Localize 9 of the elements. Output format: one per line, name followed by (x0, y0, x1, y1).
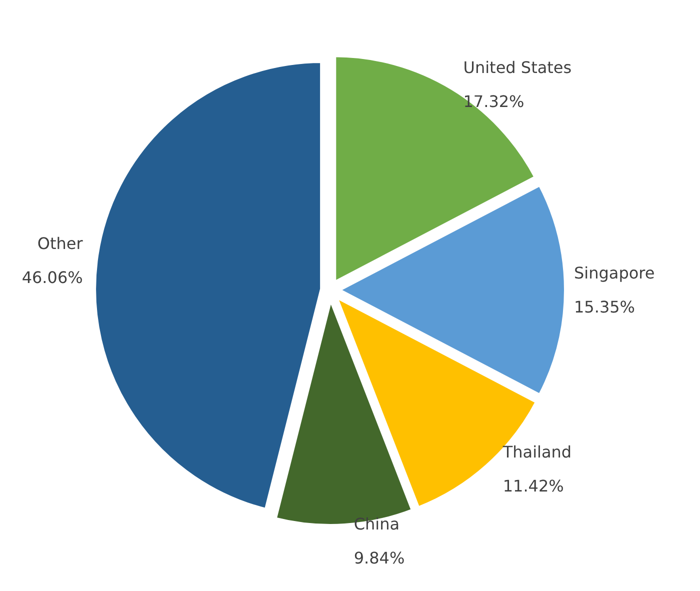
data-label: 46.06% (22, 268, 83, 287)
slice-label: Other (37, 234, 84, 253)
slice-label: Thailand (502, 442, 572, 462)
slice-label: Singapore (574, 263, 655, 282)
data-label: 15.35% (574, 297, 636, 316)
data-label: 9.84% (354, 548, 405, 568)
data-label: 11.42% (502, 476, 564, 496)
data-label: 17.32% (463, 92, 524, 112)
slice-label: United States (463, 58, 572, 78)
